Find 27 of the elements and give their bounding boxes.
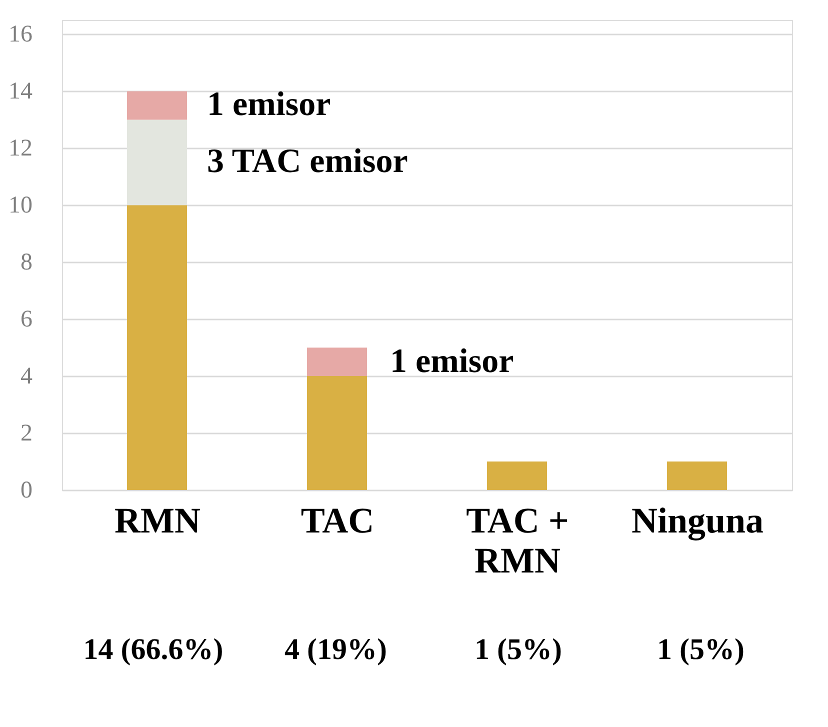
bar [127,91,187,120]
x-tick-label: Ninguna [631,500,764,540]
y-tick-label: 8 [20,250,32,276]
annotation: 1 emisor [390,343,514,380]
y-tick-label: 14 [8,78,32,105]
annotation: 1 emisor [207,86,331,123]
y-tick-label: 16 [8,22,32,48]
bar [127,120,187,206]
y-tick-label: 10 [8,192,32,219]
x-tick-label: RMN [114,500,200,540]
bar [307,348,367,376]
x-tick-label: TAC + RMN [466,500,569,580]
y-tick-label: 2 [20,420,32,447]
text: 1 (5%) [657,633,744,666]
bar [487,462,547,490]
y-tick-label: 0 [20,478,32,504]
text: 14 (66.6%) [83,633,224,666]
text: 1 (5%) [474,633,562,666]
bar [127,205,187,490]
bar [307,376,367,490]
x-tick-label: TAC [300,500,374,540]
annotation: 3 TAC emisor [207,143,408,180]
y-tick-label: 4 [20,364,32,390]
text: 4 (19%) [284,633,387,666]
y-tick-label: 6 [20,306,32,333]
y-tick-label: 12 [8,136,32,162]
bar [667,462,727,490]
